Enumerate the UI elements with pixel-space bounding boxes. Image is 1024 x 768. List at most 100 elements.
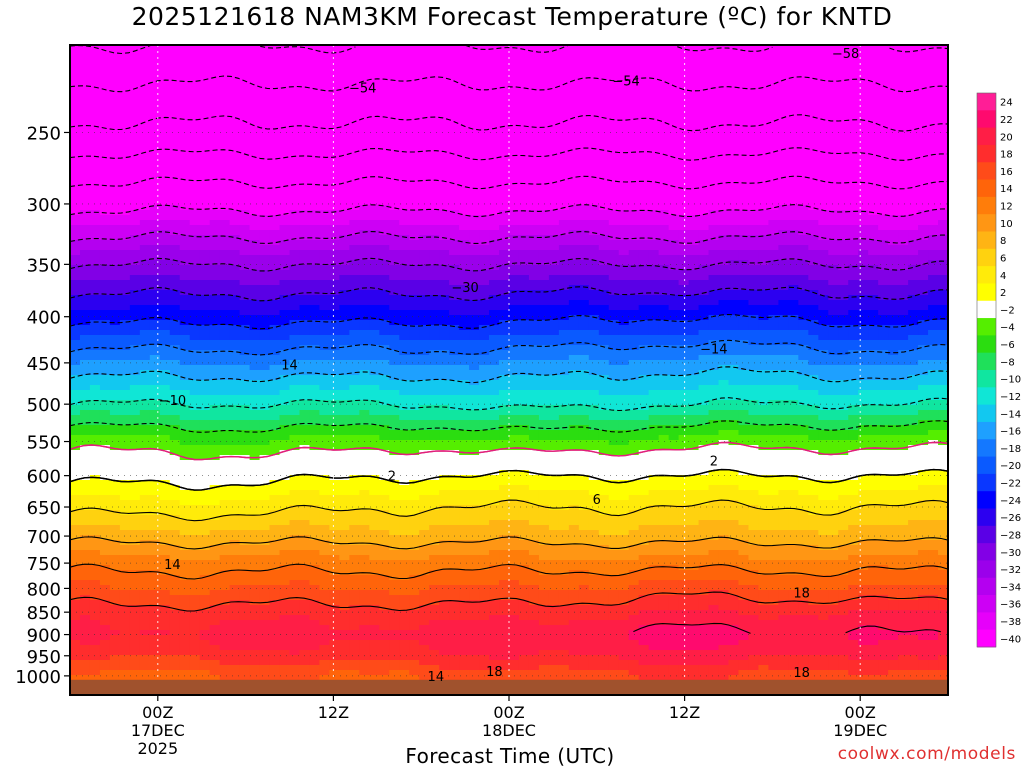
- field-cell: [748, 45, 760, 51]
- field-cell: [269, 200, 281, 206]
- field-cell: [70, 105, 81, 111]
- field-cell: [928, 190, 939, 196]
- field-cell: [788, 265, 799, 271]
- field-cell: [778, 315, 789, 321]
- field-cell: [918, 145, 929, 151]
- field-cell: [758, 70, 770, 76]
- field-cell: [139, 85, 151, 91]
- field-cell: [319, 310, 331, 316]
- field-cell: [538, 120, 550, 126]
- field-cell: [119, 55, 131, 61]
- field-cell: [578, 180, 590, 186]
- field-cell: [199, 280, 211, 286]
- field-cell: [918, 50, 929, 56]
- field-cell: [608, 275, 620, 281]
- field-cell: [548, 320, 560, 326]
- field-cell: [499, 135, 510, 141]
- field-cell: [209, 85, 221, 91]
- field-cell: [568, 230, 580, 236]
- field-cell: [359, 145, 370, 151]
- field-cell: [499, 140, 510, 146]
- field-cell: [878, 215, 889, 221]
- field-cell: [678, 310, 690, 316]
- field-cell: [439, 230, 450, 236]
- field-cell: [139, 255, 151, 261]
- field-cell: [718, 270, 730, 276]
- field-cell: [439, 105, 450, 111]
- field-cell: [489, 45, 500, 51]
- field-cell: [419, 135, 430, 141]
- field-cell: [509, 180, 520, 186]
- field-cell: [189, 120, 201, 126]
- field-cell: [449, 125, 460, 131]
- field-cell: [359, 135, 370, 141]
- field-cell: [449, 300, 460, 306]
- field-cell: [918, 295, 929, 301]
- field-cell: [938, 105, 949, 111]
- field-cell: [538, 210, 550, 216]
- field-cell: [738, 215, 750, 221]
- field-cell: [159, 270, 171, 276]
- field-cell: [718, 125, 730, 131]
- field-cell: [928, 285, 939, 291]
- field-cell: [748, 200, 760, 206]
- field-cell: [708, 325, 720, 331]
- field-cell: [818, 110, 829, 116]
- field-cell: [229, 140, 241, 146]
- field-cell: [459, 225, 470, 231]
- field-cell: [439, 245, 450, 251]
- field-cell: [588, 130, 600, 136]
- field-cell: [598, 265, 610, 271]
- field-cell: [429, 125, 440, 131]
- field-cell: [898, 295, 909, 301]
- field-cell: [359, 105, 370, 111]
- field-cell: [518, 235, 530, 241]
- field-cell: [229, 55, 241, 61]
- field-cell: [359, 270, 370, 276]
- field-cell: [938, 310, 949, 316]
- field-cell: [70, 270, 81, 276]
- field-cell: [678, 290, 690, 296]
- field-cell: [898, 300, 909, 306]
- field-cell: [309, 75, 321, 81]
- field-cell: [808, 145, 819, 151]
- field-cell: [938, 85, 949, 91]
- field-cell: [708, 300, 720, 306]
- field-cell: [359, 250, 370, 256]
- field-cell: [329, 255, 340, 261]
- field-cell: [528, 260, 540, 266]
- field-cell: [778, 95, 789, 101]
- field-cell: [678, 300, 690, 306]
- field-cell: [728, 110, 740, 116]
- field-cell: [429, 145, 440, 151]
- field-cell: [219, 140, 231, 146]
- field-cell: [99, 265, 111, 271]
- field-cell: [518, 240, 530, 246]
- field-cell: [479, 260, 490, 266]
- field-cell: [169, 95, 181, 101]
- field-cell: [878, 130, 889, 136]
- field-cell: [648, 245, 660, 251]
- field-cell: [878, 210, 889, 216]
- field-cell: [618, 290, 630, 296]
- field-cell: [149, 125, 161, 131]
- field-cell: [129, 235, 141, 241]
- field-cell: [618, 260, 630, 266]
- field-cell: [70, 200, 81, 206]
- field-cell: [209, 270, 221, 276]
- field-cell: [99, 80, 111, 86]
- field-cell: [558, 260, 570, 266]
- field-cell: [429, 300, 440, 306]
- field-cell: [548, 185, 560, 191]
- field-cell: [489, 65, 500, 71]
- field-cell: [439, 75, 450, 81]
- field-cell: [399, 45, 410, 51]
- field-cell: [359, 190, 370, 196]
- field-cell: [189, 75, 201, 81]
- field-cell: [239, 90, 251, 96]
- field-cell: [668, 75, 680, 81]
- field-cell: [289, 110, 301, 116]
- field-cell: [898, 145, 909, 151]
- field-cell: [628, 225, 640, 231]
- field-cell: [938, 290, 949, 296]
